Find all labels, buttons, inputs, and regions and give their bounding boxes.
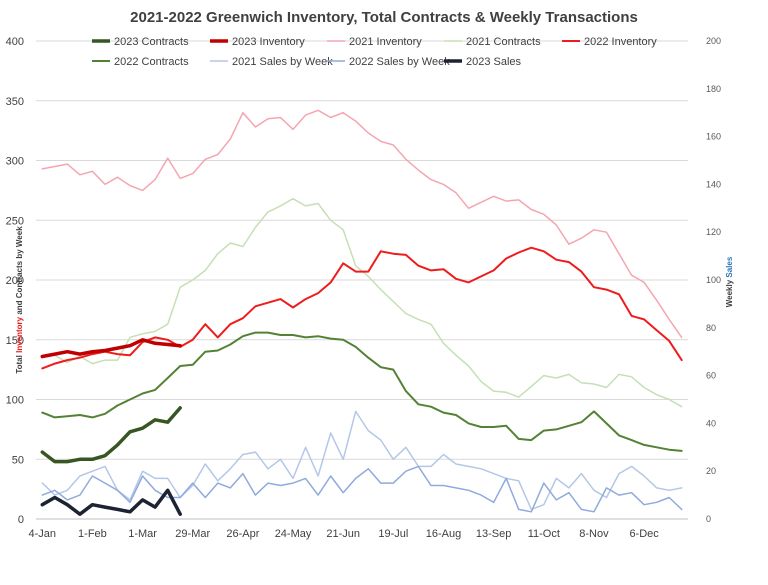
legend-item-2022-sales-by-week: 2022 Sales by Week: [327, 56, 450, 68]
x-tick-label: 1-Mar: [128, 528, 157, 540]
legend-item-2023-contracts: 2023 Contracts: [92, 36, 189, 48]
legend-item-2023-sales: 2023 Sales: [444, 56, 522, 68]
left-axis-ticks: 0 50 100 150 200 250 300 350 400: [6, 36, 24, 526]
legend-label: 2022 Sales by Week: [349, 56, 450, 68]
x-axis-ticks: 4-Jan 1-Feb 1-Mar 29-Mar 26-Apr 24-May 21-Jun 1…: [29, 528, 660, 540]
left-axis-label: Total Inventory and Contracts by Week: [15, 226, 24, 374]
x-tick-label: 16-Aug: [426, 528, 461, 540]
right-tick-label: 200: [706, 36, 721, 46]
legend-item-2021-contracts: 2021 Contracts: [444, 36, 541, 48]
right-axis-label: Weekly Sales: [725, 256, 734, 307]
legend-label: 2023 Contracts: [114, 36, 189, 48]
2022-sales-by-week-line: [41, 465, 683, 513]
x-tick-label: 8-Nov: [579, 528, 609, 540]
left-tick-label: 400: [6, 36, 24, 48]
left-tick-label: 300: [6, 156, 24, 168]
legend-item-2023-inventory: 2023 Inventory: [210, 36, 305, 48]
legend-item-2022-contracts: 2022 Contracts: [92, 56, 189, 68]
2021-sales-by-week-line: [41, 410, 683, 511]
x-tick-label: 19-Jul: [378, 528, 408, 540]
legend-label: 2021 Sales by Week: [232, 56, 333, 68]
left-tick-label: 50: [12, 454, 24, 466]
legend-label: 2021 Inventory: [349, 36, 422, 48]
right-axis-ticks: 0 20 40 60 80 100 120 140 160 180 200: [706, 36, 721, 524]
x-tick-label: 26-Apr: [226, 528, 259, 540]
x-tick-label: 6-Dec: [629, 528, 659, 540]
x-tick-label: 4-Jan: [29, 528, 57, 540]
legend-item-2021-inventory: 2021 Inventory: [327, 36, 422, 48]
left-tick-label: 200: [6, 275, 24, 287]
right-tick-label: 180: [706, 84, 721, 94]
right-tick-label: 40: [706, 418, 716, 428]
right-tick-label: 160: [706, 132, 721, 142]
right-tick-label: 80: [706, 323, 716, 333]
left-tick-label: 100: [6, 395, 24, 407]
right-tick-label: 60: [706, 371, 716, 381]
2023-sales-line: [40, 488, 182, 516]
right-tick-label: 120: [706, 227, 721, 237]
left-tick-label: 0: [18, 514, 24, 526]
legend-label: 2022 Contracts: [114, 56, 189, 68]
x-tick-label: 29-Mar: [175, 528, 210, 540]
left-tick-label: 250: [6, 215, 24, 227]
2023-contracts-line: [40, 406, 182, 464]
right-tick-label: 20: [706, 466, 716, 476]
2021-inventory-line: [41, 109, 683, 339]
2023-inventory-line: [40, 338, 182, 359]
x-tick-label: 1-Feb: [78, 528, 107, 540]
legend-item-2022-inventory: 2022 Inventory: [562, 36, 657, 48]
left-tick-label: 350: [6, 96, 24, 108]
left-tick-label: 150: [6, 335, 24, 347]
legend: 2023 Contracts 2023 Inventory 2021 Invento…: [92, 36, 657, 68]
x-tick-label: 11-Oct: [528, 528, 560, 540]
2022-contracts-line: [41, 331, 683, 452]
legend-label: 2021 Contracts: [466, 36, 541, 48]
x-tick-label: 21-Jun: [326, 528, 360, 540]
x-tick-label: 13-Sep: [476, 528, 511, 540]
x-tick-label: 24-May: [275, 528, 312, 540]
series-lines: [40, 109, 683, 516]
right-tick-label: 140: [706, 179, 721, 189]
chart-title: 2021-2022 Greenwich Inventory, Total Con…: [130, 9, 638, 26]
legend-label: 2023 Inventory: [232, 36, 305, 48]
legend-label: 2023 Sales: [466, 56, 522, 68]
legend-item-2021-sales-by-week: 2021 Sales by Week: [210, 56, 333, 68]
right-tick-label: 0: [706, 514, 711, 524]
legend-label: 2022 Inventory: [584, 36, 657, 48]
right-tick-label: 100: [706, 275, 721, 285]
